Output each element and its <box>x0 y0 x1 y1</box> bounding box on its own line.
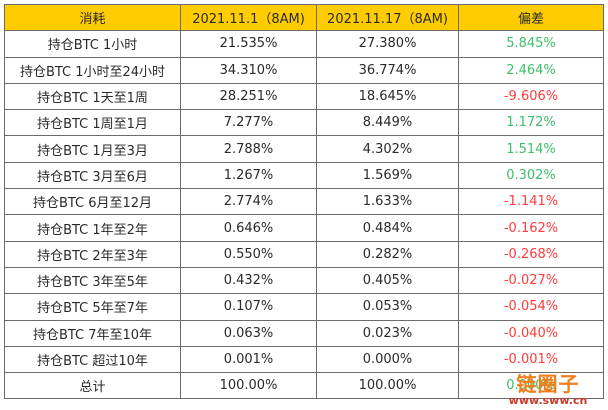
value-2021-11-01: 0.432% <box>180 266 317 295</box>
value-2021-11-17: 1.569% <box>316 161 459 190</box>
deviation-value: 0.302% <box>458 161 604 190</box>
deviation-value: 1.514% <box>458 135 604 163</box>
header-category: 消耗 <box>4 3 181 32</box>
value-2021-11-01: 0.107% <box>180 293 317 321</box>
header-date-2: 2021.11.17（8AM) <box>316 3 459 32</box>
value-2021-11-01: 0.550% <box>180 240 317 268</box>
value-2021-11-01: 0.063% <box>180 319 317 347</box>
value-2021-11-17: 27.380% <box>316 30 459 58</box>
deviation-value: -0.027% <box>458 266 604 295</box>
deviation-value: -0.040% <box>458 319 604 347</box>
row-label: 持仓BTC 2年至3年 <box>4 240 181 268</box>
table-row: 总计 100.00% 100.00% 0.000% <box>4 372 604 400</box>
table-row: 持仓BTC 5年至7年 0.107% 0.053% -0.054% <box>4 293 604 321</box>
value-2021-11-01: 34.310% <box>180 56 317 84</box>
btc-holding-table: 消耗 2021.11.1（8AM) 2021.11.17（8AM) 偏差 持仓B… <box>4 3 604 400</box>
row-label: 持仓BTC 3月至6月 <box>4 161 181 190</box>
value-2021-11-17: 0.000% <box>316 345 459 374</box>
deviation-value: -0.162% <box>458 214 604 242</box>
deviation-value: 1.172% <box>458 109 604 137</box>
table-body: 持仓BTC 1小时 21.535% 27.380% 5.845% 持仓BTC 1小时至2… <box>4 30 604 400</box>
header-deviation: 偏差 <box>458 3 604 32</box>
value-2021-11-17: 18.645% <box>316 82 459 111</box>
row-label: 持仓BTC 7年至10年 <box>4 319 181 347</box>
deviation-value: -0.054% <box>458 293 604 321</box>
value-2021-11-17: 100.00% <box>316 372 459 400</box>
table-row: 持仓BTC 6月至12月 2.774% 1.633% -1.141% <box>4 188 604 216</box>
row-label: 持仓BTC 超过10年 <box>4 345 181 374</box>
value-2021-11-17: 0.282% <box>316 240 459 268</box>
value-2021-11-01: 100.00% <box>180 372 317 400</box>
table-row: 持仓BTC 3年至5年 0.432% 0.405% -0.027% <box>4 266 604 295</box>
value-2021-11-01: 2.788% <box>180 135 317 163</box>
value-2021-11-01: 21.535% <box>180 30 317 58</box>
row-label: 持仓BTC 1周至1月 <box>4 109 181 137</box>
deviation-value: 0.000% <box>458 372 604 400</box>
table-row: 持仓BTC 1周至1月 7.277% 8.449% 1.172% <box>4 109 604 137</box>
table-row: 持仓BTC 7年至10年 0.063% 0.023% -0.040% <box>4 319 604 347</box>
row-label: 持仓BTC 1年至2年 <box>4 214 181 242</box>
row-label: 持仓BTC 6月至12月 <box>4 188 181 216</box>
table-row: 持仓BTC 2年至3年 0.550% 0.282% -0.268% <box>4 240 604 268</box>
value-2021-11-01: 1.267% <box>180 161 317 190</box>
value-2021-11-17: 0.405% <box>316 266 459 295</box>
deviation-value: -0.268% <box>458 240 604 268</box>
value-2021-11-01: 0.646% <box>180 214 317 242</box>
value-2021-11-01: 0.001% <box>180 345 317 374</box>
table-row: 持仓BTC 1天至1周 28.251% 18.645% -9.606% <box>4 82 604 111</box>
row-label: 持仓BTC 3年至5年 <box>4 266 181 295</box>
deviation-value: 5.845% <box>458 30 604 58</box>
header-date-1: 2021.11.1（8AM) <box>180 3 317 32</box>
table-row: 持仓BTC 1小时 21.535% 27.380% 5.845% <box>4 30 604 58</box>
value-2021-11-17: 36.774% <box>316 56 459 84</box>
deviation-value: -9.606% <box>458 82 604 111</box>
deviation-value: 2.464% <box>458 56 604 84</box>
deviation-value: -1.141% <box>458 188 604 216</box>
value-2021-11-17: 4.302% <box>316 135 459 163</box>
header-row: 消耗 2021.11.1（8AM) 2021.11.17（8AM) 偏差 <box>4 3 604 32</box>
table-row: 持仓BTC 1年至2年 0.646% 0.484% -0.162% <box>4 214 604 242</box>
value-2021-11-01: 7.277% <box>180 109 317 137</box>
value-2021-11-17: 0.484% <box>316 214 459 242</box>
row-label: 总计 <box>4 372 181 400</box>
row-label: 持仓BTC 5年至7年 <box>4 293 181 321</box>
table-row: 持仓BTC 1小时至24小时 34.310% 36.774% 2.464% <box>4 56 604 84</box>
value-2021-11-01: 2.774% <box>180 188 317 216</box>
row-label: 持仓BTC 1月至3月 <box>4 135 181 163</box>
deviation-value: -0.001% <box>458 345 604 374</box>
value-2021-11-01: 28.251% <box>180 82 317 111</box>
table-row: 持仓BTC 1月至3月 2.788% 4.302% 1.514% <box>4 135 604 163</box>
value-2021-11-17: 8.449% <box>316 109 459 137</box>
row-label: 持仓BTC 1小时 <box>4 30 181 58</box>
value-2021-11-17: 0.053% <box>316 293 459 321</box>
value-2021-11-17: 1.633% <box>316 188 459 216</box>
row-label: 持仓BTC 1小时至24小时 <box>4 56 181 84</box>
value-2021-11-17: 0.023% <box>316 319 459 347</box>
table-row: 持仓BTC 3月至6月 1.267% 1.569% 0.302% <box>4 161 604 190</box>
row-label: 持仓BTC 1天至1周 <box>4 82 181 111</box>
table-row: 持仓BTC 超过10年 0.001% 0.000% -0.001% <box>4 345 604 374</box>
